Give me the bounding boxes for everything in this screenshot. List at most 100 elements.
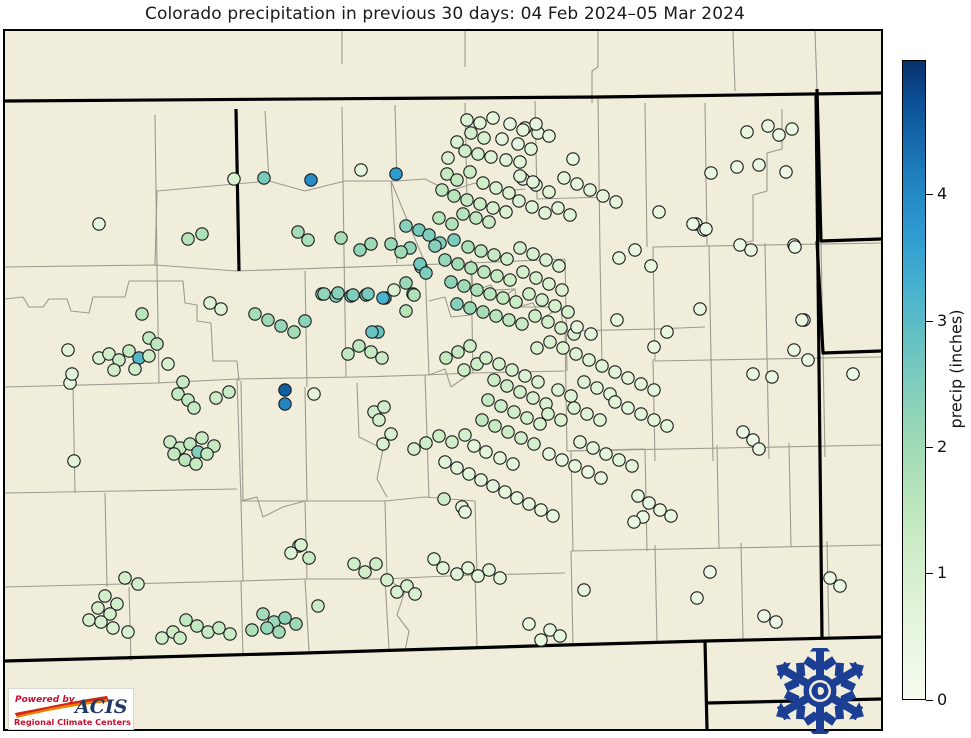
- precip-station-marker[interactable]: [518, 369, 532, 383]
- precip-station-marker[interactable]: [631, 489, 645, 503]
- precip-station-marker[interactable]: [541, 407, 555, 421]
- precip-station-marker[interactable]: [556, 341, 570, 355]
- precip-station-marker[interactable]: [653, 503, 667, 517]
- precip-station-marker[interactable]: [209, 391, 223, 405]
- precip-station-marker[interactable]: [274, 319, 288, 333]
- precip-station-marker[interactable]: [590, 381, 604, 395]
- precip-station-marker[interactable]: [593, 413, 607, 427]
- precip-station-marker[interactable]: [628, 243, 642, 257]
- precip-station-marker[interactable]: [488, 419, 502, 433]
- precip-station-marker[interactable]: [436, 561, 450, 575]
- precip-station-marker[interactable]: [471, 569, 485, 583]
- precip-station-marker[interactable]: [278, 383, 292, 397]
- precip-station-marker[interactable]: [334, 231, 348, 245]
- precip-station-marker[interactable]: [551, 201, 565, 215]
- precip-station-marker[interactable]: [529, 271, 543, 285]
- precip-station-marker[interactable]: [450, 297, 464, 311]
- precip-station-marker[interactable]: [765, 370, 779, 384]
- precip-station-marker[interactable]: [527, 437, 541, 451]
- precip-station-marker[interactable]: [364, 237, 378, 251]
- precip-station-marker[interactable]: [772, 128, 786, 142]
- precip-station-marker[interactable]: [534, 503, 548, 517]
- precip-station-marker[interactable]: [483, 287, 497, 301]
- precip-station-marker[interactable]: [463, 165, 477, 179]
- precip-station-marker[interactable]: [187, 401, 201, 415]
- precip-station-marker[interactable]: [358, 565, 372, 579]
- precip-station-marker[interactable]: [642, 496, 656, 510]
- precip-station-marker[interactable]: [352, 339, 366, 353]
- precip-station-marker[interactable]: [179, 613, 193, 627]
- precip-station-marker[interactable]: [475, 413, 489, 427]
- precip-station-marker[interactable]: [522, 617, 536, 631]
- precip-station-marker[interactable]: [458, 505, 472, 519]
- precip-station-marker[interactable]: [135, 307, 149, 321]
- precip-station-marker[interactable]: [752, 442, 766, 456]
- precip-station-marker[interactable]: [526, 175, 540, 189]
- precip-station-marker[interactable]: [461, 240, 475, 254]
- precip-station-marker[interactable]: [461, 561, 475, 575]
- precip-station-marker[interactable]: [496, 291, 510, 305]
- precip-station-marker[interactable]: [451, 345, 465, 359]
- precip-station-marker[interactable]: [176, 375, 190, 389]
- precip-station-marker[interactable]: [586, 441, 600, 455]
- precip-station-marker[interactable]: [181, 232, 195, 246]
- precip-station-marker[interactable]: [470, 283, 484, 297]
- precip-station-marker[interactable]: [567, 401, 581, 415]
- precip-station-marker[interactable]: [91, 601, 105, 615]
- precip-station-marker[interactable]: [364, 345, 378, 359]
- precip-station-marker[interactable]: [456, 207, 470, 221]
- precip-station-marker[interactable]: [450, 567, 464, 581]
- precip-station-marker[interactable]: [394, 245, 408, 259]
- precip-station-marker[interactable]: [473, 116, 487, 130]
- precip-station-marker[interactable]: [94, 615, 108, 629]
- precip-station-marker[interactable]: [503, 117, 517, 131]
- precip-station-marker[interactable]: [498, 485, 512, 499]
- precip-station-marker[interactable]: [542, 129, 556, 143]
- precip-station-marker[interactable]: [499, 153, 513, 167]
- precip-station-marker[interactable]: [477, 131, 491, 145]
- precip-station-marker[interactable]: [573, 435, 587, 449]
- precip-station-marker[interactable]: [752, 158, 766, 172]
- precip-station-marker[interactable]: [609, 195, 623, 209]
- precip-station-marker[interactable]: [599, 447, 613, 461]
- precip-station-marker[interactable]: [493, 571, 507, 585]
- precip-station-marker[interactable]: [331, 286, 345, 300]
- precip-station-marker[interactable]: [460, 193, 474, 207]
- precip-station-marker[interactable]: [581, 465, 595, 479]
- precip-station-marker[interactable]: [500, 252, 514, 266]
- precip-station-marker[interactable]: [566, 152, 580, 166]
- precip-station-marker[interactable]: [627, 515, 641, 529]
- precip-station-marker[interactable]: [377, 400, 391, 414]
- precip-station-marker[interactable]: [495, 132, 509, 146]
- precip-station-marker[interactable]: [307, 387, 321, 401]
- precip-station-marker[interactable]: [539, 253, 553, 267]
- precip-station-marker[interactable]: [317, 287, 331, 301]
- colorbar[interactable]: 0 1 2 3 4: [902, 60, 947, 708]
- precip-station-marker[interactable]: [489, 181, 503, 195]
- precip-station-marker[interactable]: [150, 337, 164, 351]
- precip-station-marker[interactable]: [487, 248, 501, 262]
- precip-station-marker[interactable]: [463, 339, 477, 353]
- precip-station-marker[interactable]: [535, 293, 549, 307]
- precip-station-marker[interactable]: [400, 579, 414, 593]
- precip-station-marker[interactable]: [779, 165, 793, 179]
- precip-station-marker[interactable]: [647, 413, 661, 427]
- precip-station-marker[interactable]: [652, 205, 666, 219]
- precip-station-marker[interactable]: [462, 467, 476, 481]
- precip-station-marker[interactable]: [435, 183, 449, 197]
- precip-station-marker[interactable]: [103, 607, 117, 621]
- precip-station-marker[interactable]: [427, 552, 441, 566]
- precip-station-marker[interactable]: [341, 347, 355, 361]
- precip-station-marker[interactable]: [634, 377, 648, 391]
- precip-station-marker[interactable]: [520, 411, 534, 425]
- precip-station-marker[interactable]: [541, 315, 555, 329]
- precip-station-marker[interactable]: [284, 546, 298, 560]
- precip-station-marker[interactable]: [131, 577, 145, 591]
- precip-station-marker[interactable]: [769, 615, 783, 629]
- precip-station-marker[interactable]: [570, 320, 584, 334]
- precip-station-marker[interactable]: [195, 431, 209, 445]
- precip-station-marker[interactable]: [248, 307, 262, 321]
- precip-station-marker[interactable]: [372, 413, 386, 427]
- precip-station-marker[interactable]: [380, 573, 394, 587]
- precip-station-marker[interactable]: [522, 497, 536, 511]
